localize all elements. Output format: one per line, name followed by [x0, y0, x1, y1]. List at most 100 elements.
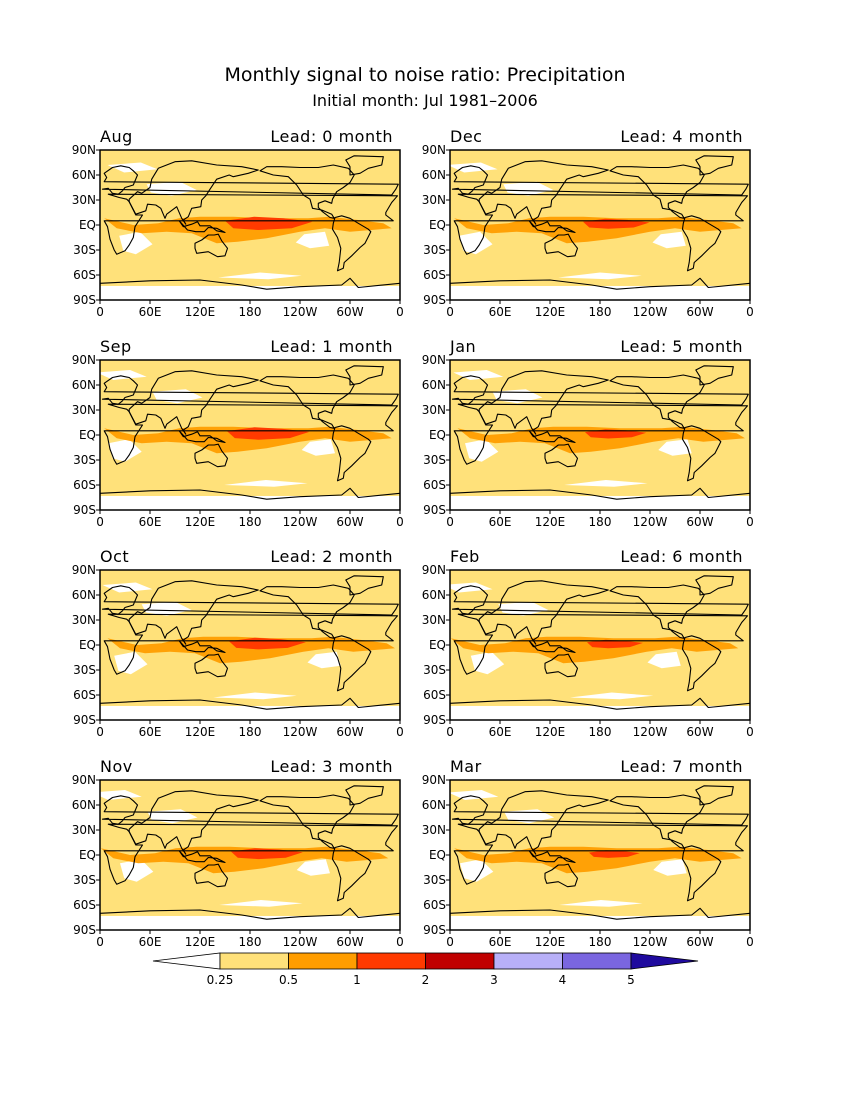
shading-mid	[457, 426, 745, 454]
coastline-asia	[128, 160, 259, 225]
coastline-australia	[194, 863, 229, 888]
shading-none	[307, 651, 341, 669]
lat-label: 90S	[73, 293, 96, 307]
shading-none	[450, 706, 750, 720]
shading-none	[100, 496, 400, 510]
lat-label: 90N	[422, 143, 446, 157]
lat-label: 30S	[73, 873, 96, 887]
colorbar-label: 0.25	[207, 973, 234, 987]
coastline-greenland	[695, 155, 734, 176]
lon-label: 0	[96, 935, 104, 949]
shading-none	[647, 651, 681, 669]
lon-label: 180	[239, 305, 262, 319]
lon-label: 0	[446, 935, 454, 949]
coastline-antarctic	[450, 697, 750, 720]
lat-label: 60S	[73, 268, 96, 282]
lat-label: 30S	[73, 453, 96, 467]
lon-label: 120W	[633, 935, 668, 949]
panel-month: Aug	[100, 127, 133, 146]
coastline-africa	[103, 193, 399, 255]
lon-label: 0	[96, 725, 104, 739]
lon-label: 120W	[283, 725, 318, 739]
coastline-asia	[478, 580, 609, 645]
lon-label: 60E	[139, 935, 162, 949]
lat-label: 60N	[422, 168, 446, 182]
coastline-europe	[101, 375, 399, 406]
lat-label: 60S	[423, 688, 446, 702]
colorbar-label: 1	[353, 973, 361, 987]
coastline-europe	[451, 375, 749, 406]
shading-high	[225, 216, 313, 230]
coastline-europe	[101, 585, 399, 616]
lat-label: EQ	[79, 848, 96, 862]
shading-none	[450, 162, 498, 173]
lat-label: 90N	[72, 353, 96, 367]
lon-label: 60W	[336, 515, 363, 529]
lon-label: 60W	[686, 935, 713, 949]
lat-label: 90S	[73, 713, 96, 727]
colorbar-segment	[219, 952, 289, 970]
coastline-asia	[128, 580, 259, 645]
lat-label: EQ	[79, 218, 96, 232]
coastline-indonesia	[178, 430, 226, 444]
coastline-northAm	[259, 584, 355, 639]
coastline-europe	[451, 585, 749, 616]
lat-label: EQ	[79, 428, 96, 442]
shading-none	[146, 181, 197, 196]
colorbar-label: 3	[490, 973, 498, 987]
lat-label: 90N	[422, 353, 446, 367]
lat-label: EQ	[429, 638, 446, 652]
coastline-indonesia	[178, 850, 226, 864]
coastline-indonesia	[178, 220, 226, 234]
lat-label: 60N	[72, 798, 96, 812]
lon-label: 0	[396, 725, 404, 739]
coastline-europe	[101, 165, 399, 196]
lat-label: 90N	[422, 773, 446, 787]
lon-label: 60E	[139, 725, 162, 739]
lat-label: 60S	[73, 898, 96, 912]
colorbar: 0.25 0.5 1 2 3 4 5	[152, 952, 699, 987]
shading-none	[653, 859, 687, 876]
coastline-antarctic	[450, 907, 750, 930]
lon-label: 60E	[489, 935, 512, 949]
lon-label: 120W	[633, 725, 668, 739]
coastline-northAm	[609, 584, 705, 639]
lat-label: 90S	[423, 923, 446, 937]
panel-lead: Lead: 6 month	[620, 547, 743, 566]
lon-label: 0	[746, 935, 754, 949]
coastline-europe-wrap	[753, 796, 850, 825]
lat-label: 30N	[72, 613, 96, 627]
shading-none	[119, 231, 153, 255]
lat-label: 30S	[423, 663, 446, 677]
shading-mid	[454, 216, 742, 244]
shading-mid	[100, 846, 389, 874]
lat-label: 90S	[73, 923, 96, 937]
shading-high	[585, 429, 647, 439]
lon-label: 60W	[686, 305, 713, 319]
lon-label: 120E	[185, 305, 216, 319]
coastline-antarctic	[100, 487, 400, 510]
coastline-greenland	[695, 365, 734, 386]
coastline-australia	[544, 653, 579, 678]
panel-month: Jan	[449, 337, 476, 356]
shading-none	[141, 601, 192, 616]
shading-none	[652, 231, 686, 249]
shading-none	[107, 162, 158, 173]
lon-label: 180	[589, 305, 612, 319]
shading-mid	[454, 846, 742, 874]
coastline-australia	[544, 863, 579, 888]
colorbar-label: 5	[627, 973, 635, 987]
lat-label: EQ	[429, 218, 446, 232]
shading-none	[570, 692, 654, 700]
lon-label: 120W	[283, 515, 318, 529]
shading-none	[460, 859, 494, 882]
lat-label: 60S	[73, 688, 96, 702]
lat-label: 60S	[423, 478, 446, 492]
lon-label: 0	[746, 725, 754, 739]
coastline-africa	[453, 613, 749, 675]
lat-label: 30S	[73, 243, 96, 257]
